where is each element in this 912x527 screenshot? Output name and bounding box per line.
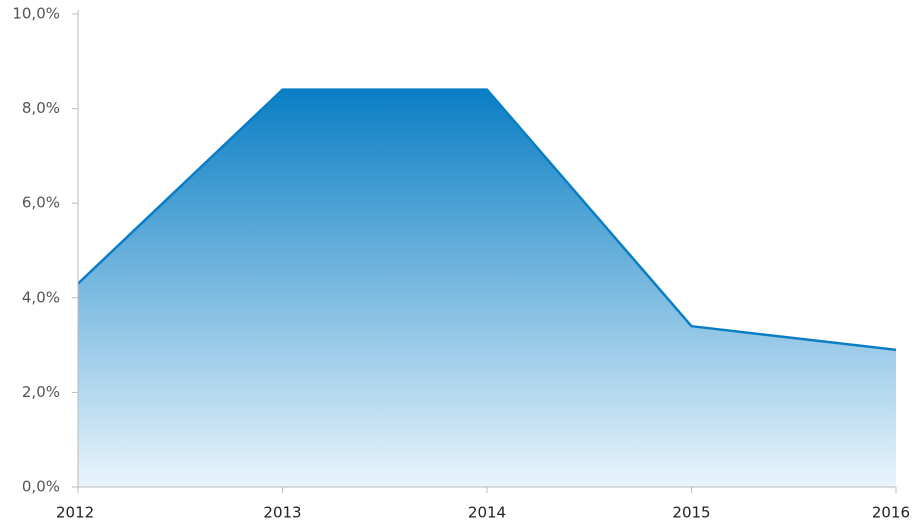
x-tick-label: 2012 bbox=[56, 504, 94, 522]
y-tick-label: 10,0% bbox=[12, 5, 60, 23]
y-tick-label: 8,0% bbox=[22, 99, 60, 117]
y-tick-label: 0,0% bbox=[22, 478, 60, 496]
y-tick-label: 6,0% bbox=[22, 194, 60, 212]
x-tick-label: 2015 bbox=[672, 504, 710, 522]
y-tick-label: 4,0% bbox=[22, 288, 60, 306]
area-line bbox=[77, 88, 897, 352]
x-tick-label: 2016 bbox=[872, 504, 910, 522]
x-tick-label: 2013 bbox=[263, 504, 301, 522]
y-tick-label: 2,0% bbox=[22, 383, 60, 401]
area-fill bbox=[78, 89, 896, 488]
x-tick-label: 2014 bbox=[468, 504, 506, 522]
